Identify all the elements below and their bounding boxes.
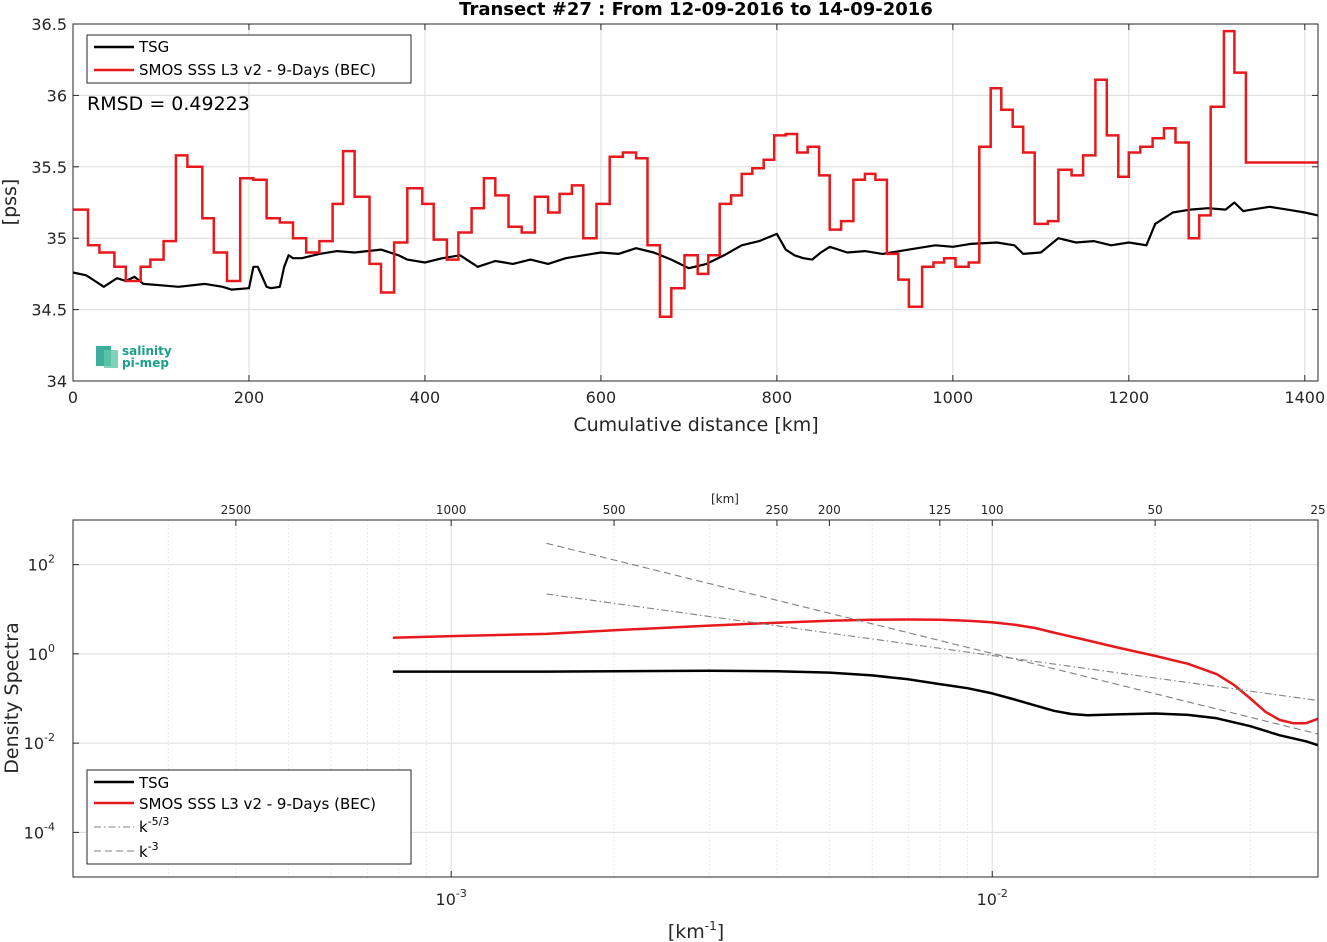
bottom-plot-legend: TSG SMOS SSS L3 v2 - 9-Days (BEC) k-5/3 … [86,769,412,865]
smos-series-stepline [73,29,1318,318]
top-plot-axes [72,23,1319,382]
tsg-series-line [72,201,1319,291]
legend-box [86,34,412,84]
logo-text-pimep: pi-mep [122,356,169,370]
bottom-x-tick-label: 10-2 [977,887,1008,909]
top-x-tick-label: 800 [762,388,793,407]
legend2-tsg-label: TSG [138,774,169,792]
bottom-top-tick-label: 500 [603,503,626,517]
bottom-top-tick-label: 250 [765,503,788,517]
bottom-top-tick-label: 200 [818,503,841,517]
top-x-tick-label: 1400 [1284,388,1325,407]
top-y-tick-label: 36.5 [31,15,67,34]
spectrum-smos-sss-l3-v2-9-days-bec-line [392,618,1319,725]
spectrum-tsg-line [392,669,1319,747]
bottom-top-tick-label: 100 [981,503,1004,517]
bottom-plot-ticks: 10-3 10-2 10-4 10-2 100 102 2500 1000 500 250 200 1… [24,503,1326,909]
top-y-tick-label: 36 [47,86,67,105]
bottom-top-tick-label: 50 [1147,503,1162,517]
bottom-top-tick-label: 1000 [436,503,467,517]
top-x-tick-label: 200 [234,388,265,407]
legend2-k53-label: k-5/3 [139,815,169,836]
bottom-plot-top-axis-label: [km] [711,492,739,506]
spectrum-k-5-3-line [546,593,1319,702]
bottom-x-tick-label: 10-3 [436,887,467,909]
top-plot-xlabel: Cumulative distance [km] [573,414,818,436]
legend-smos-label: SMOS SSS L3 v2 - 9-Days (BEC) [139,61,376,79]
logo-mark-shade [104,350,118,368]
spectrum-k-3-line [546,542,1319,735]
top-x-tick-label: 400 [410,388,441,407]
top-x-tick-label: 600 [586,388,617,407]
top-y-tick-label: 35.5 [31,158,67,177]
bottom-plot-axes [72,519,1319,878]
legend-tsg-label: TSG [138,38,169,56]
top-x-tick-label: 1200 [1108,388,1149,407]
legend2-k3-label: k-3 [139,840,159,861]
chart-title: Transect #27 : From 12-09-2016 to 14-09-… [459,0,933,20]
top-y-tick-label: 34.5 [31,301,67,320]
top-y-tick-label: 35 [47,229,67,248]
top-x-tick-label: 1000 [932,388,973,407]
bottom-y-tick-label: 10-2 [24,731,55,753]
bottom-top-tick-label: 2500 [221,503,252,517]
bottom-plot-ylabel: Density Spectra [1,622,23,773]
top-plot-ticks: 0 200 400 600 800 1000 1200 1400 34 34.5 35 35.5 36 3… [31,15,1325,407]
bottom-top-tick-label: 25 [1310,503,1325,517]
legend2-smos-label: SMOS SSS L3 v2 - 9-Days (BEC) [139,795,376,813]
bottom-y-tick-label: 10-4 [24,820,55,842]
bottom-y-tick-label: 102 [28,553,55,575]
legend-box-2 [86,769,412,865]
bottom-y-tick-label: 100 [28,642,55,664]
top-y-tick-label: 34 [47,372,67,391]
bottom-plot-series [392,542,1319,747]
rmsd-annotation: RMSD = 0.49223 [87,93,250,115]
logo-text-salinity: salinity [122,344,172,358]
top-plot-legend: TSG SMOS SSS L3 v2 - 9-Days (BEC) [86,34,412,84]
salinity-pimep-logo: salinity pi-mep [96,344,172,370]
bottom-plot-xlabel: [km-1] [668,919,724,942]
top-plot-ylabel: [pss] [0,179,21,226]
top-plot-series [72,29,1319,318]
bottom-top-tick-label: 125 [928,503,951,517]
top-x-tick-label: 0 [68,388,78,407]
